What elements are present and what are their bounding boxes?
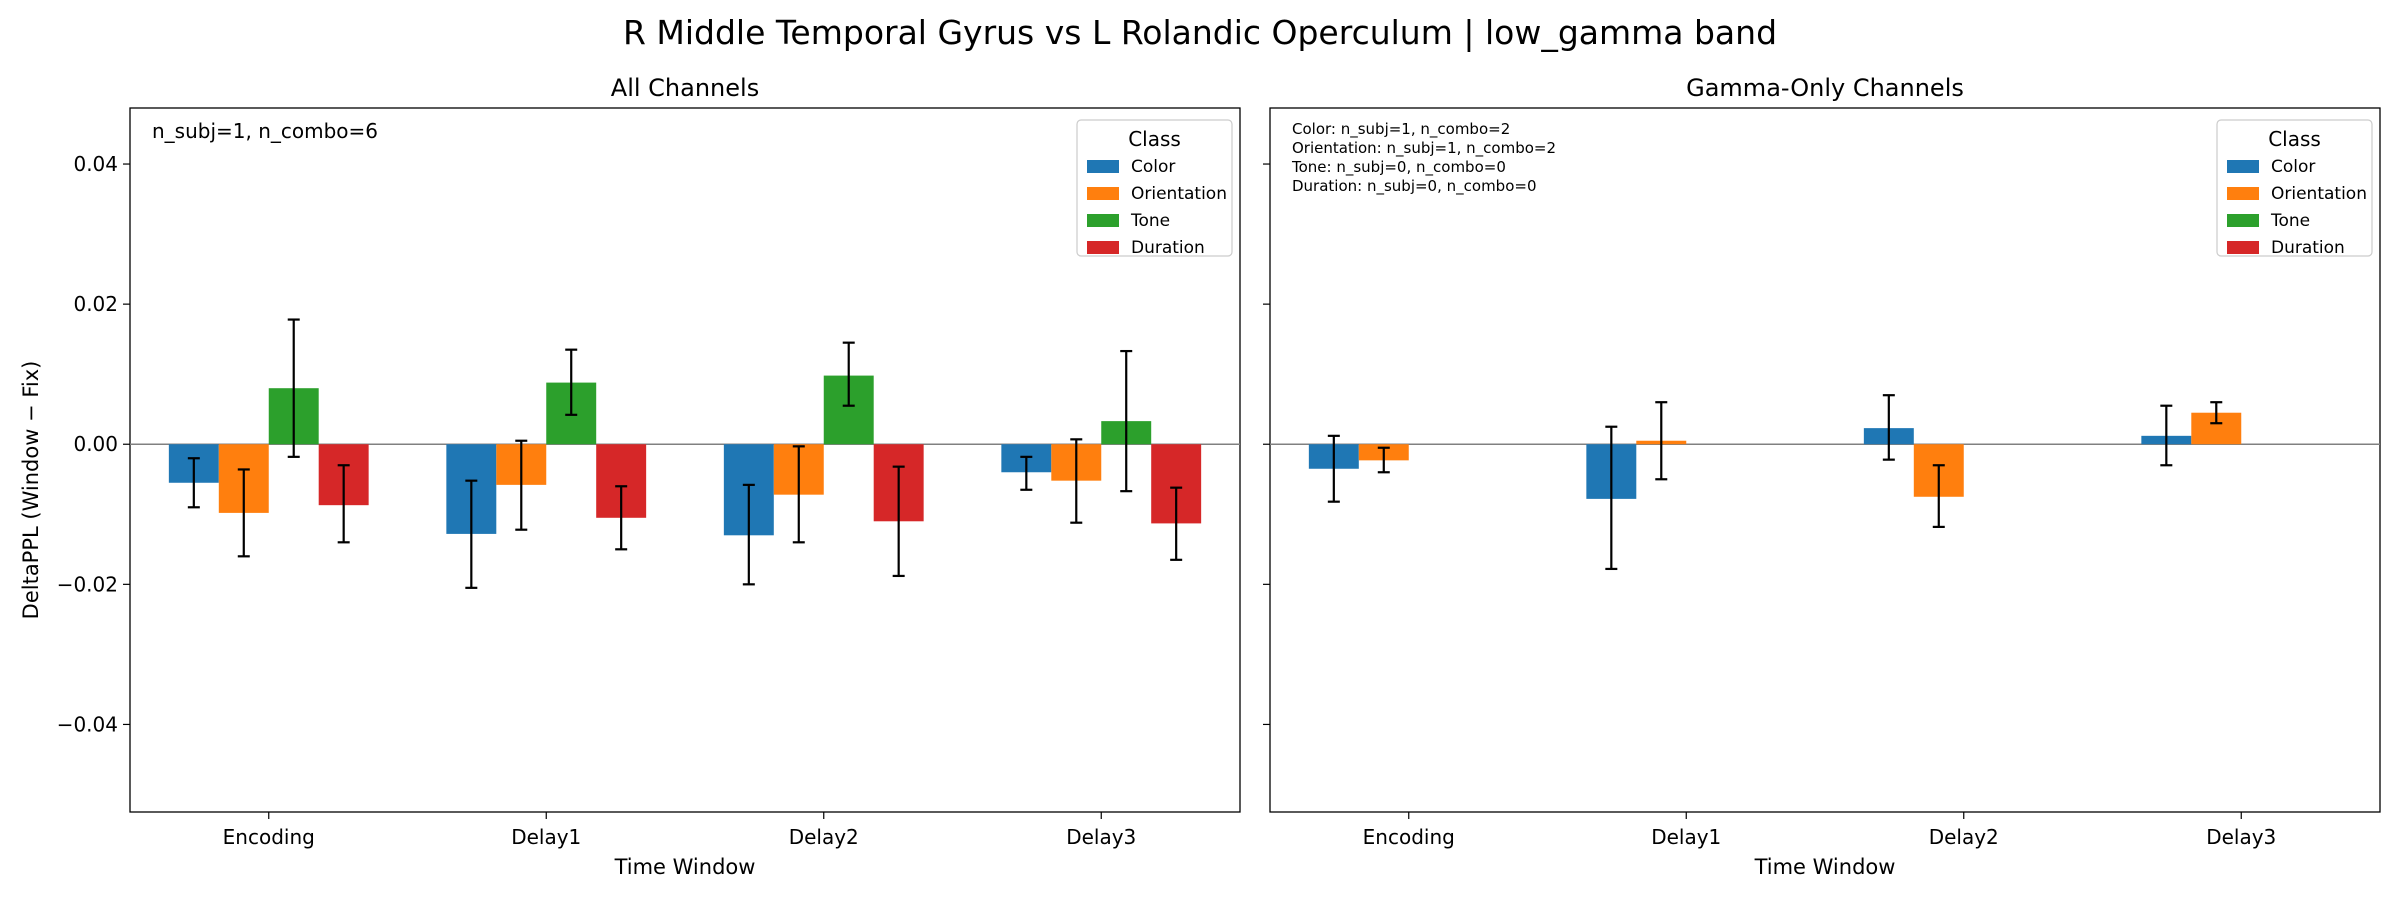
y-tick-label: 0.00 — [73, 432, 118, 456]
panel-title: Gamma-Only Channels — [1686, 74, 1964, 102]
legend-swatch-tone — [1087, 214, 1119, 227]
legend-swatch-color — [2227, 160, 2259, 173]
x-tick-label: Encoding — [223, 825, 315, 849]
plot-frame — [1269, 107, 2381, 813]
figure-title: R Middle Temporal Gyrus vs L Rolandic Op… — [623, 13, 1777, 52]
annotation-text: n_subj=1, n_combo=6 — [152, 119, 378, 143]
legend-swatch-duration — [1087, 241, 1119, 254]
annotation-text: Duration: n_subj=0, n_combo=0 — [1292, 177, 1537, 196]
annotation-text: Orientation: n_subj=1, n_combo=2 — [1292, 139, 1556, 158]
y-tick-label: 0.04 — [73, 152, 118, 176]
legend-label-duration: Duration — [1131, 238, 1205, 258]
legend-title: Class — [2268, 127, 2321, 151]
x-axis-label: Time Window — [1754, 855, 1896, 879]
panel-title: All Channels — [611, 74, 759, 102]
legend-label-tone: Tone — [2270, 211, 2310, 231]
annotation-text: Tone: n_subj=0, n_combo=0 — [1291, 158, 1506, 177]
panel-gamma-only-channels: Gamma-Only Channels Encoding Delay1 Delay2 D… — [1263, 74, 2381, 879]
y-tick-label: 0.02 — [73, 292, 118, 316]
legend-swatch-orientation — [1087, 187, 1119, 200]
x-tick-label: Delay2 — [1929, 825, 1999, 849]
x-tick-label: Delay1 — [1651, 825, 1721, 849]
legend-swatch-duration — [2227, 241, 2259, 254]
x-tick-label: Encoding — [1363, 825, 1455, 849]
legend-title: Class — [1128, 127, 1181, 151]
x-tick-label: Delay3 — [1066, 825, 1136, 849]
y-tick-label: −0.04 — [57, 712, 118, 736]
legend-label-tone: Tone — [1130, 211, 1170, 231]
x-tick-label: Delay1 — [511, 825, 581, 849]
annotation-text: Color: n_subj=1, n_combo=2 — [1292, 120, 1510, 139]
legend-label-duration: Duration — [2271, 238, 2345, 258]
x-tick-label: Delay3 — [2206, 825, 2276, 849]
y-tick-label: −0.02 — [57, 572, 118, 596]
y-axis-label: DeltaPPL (Window − Fix) — [19, 361, 43, 620]
legend-label-orientation: Orientation — [1131, 184, 1227, 204]
panel-all-channels: All Channels 0.04 0.02 0.00 −0.02 −0.04 Encodi… — [57, 74, 1241, 879]
plot-frame — [129, 107, 1241, 813]
legend-swatch-tone — [2227, 214, 2259, 227]
legend-label-color: Color — [1131, 157, 1175, 177]
legend-swatch-color — [1087, 160, 1119, 173]
legend-label-color: Color — [2271, 157, 2315, 177]
legend-label-orientation: Orientation — [2271, 184, 2367, 204]
legend-swatch-orientation — [2227, 187, 2259, 200]
x-axis-label: Time Window — [614, 855, 756, 879]
x-tick-label: Delay2 — [789, 825, 859, 849]
